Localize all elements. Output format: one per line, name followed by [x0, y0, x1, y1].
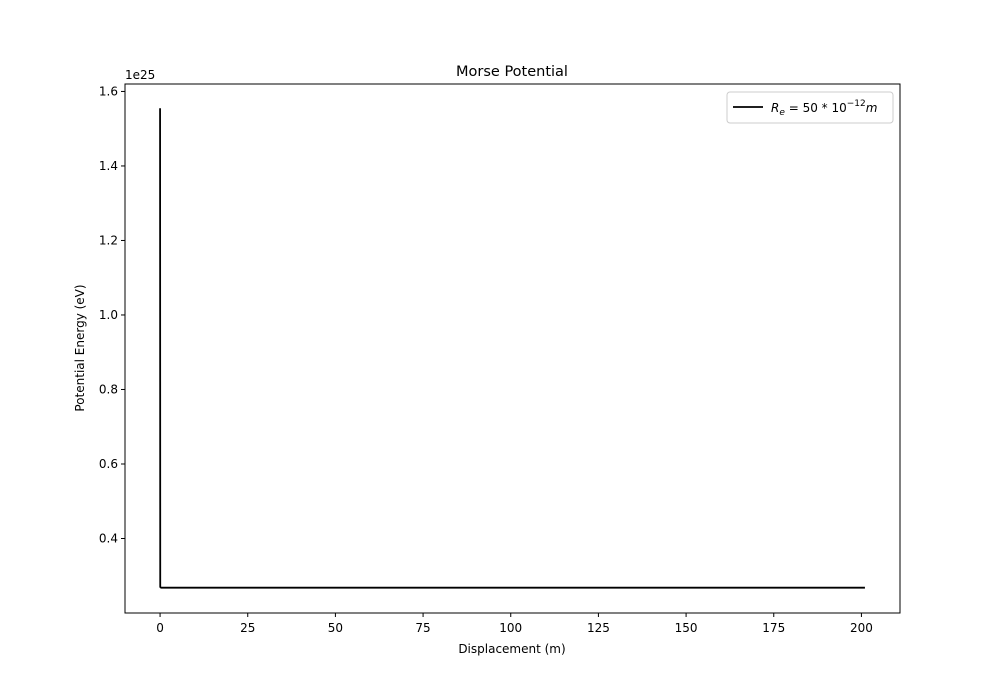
x-axis-label: Displacement (m)	[458, 642, 565, 656]
y-tick-label: 0.8	[99, 382, 118, 396]
x-tick-label: 0	[156, 621, 164, 635]
x-tick-label: 175	[762, 621, 785, 635]
chart-title: Morse Potential	[456, 64, 568, 80]
y-offset-text: 1e25	[125, 68, 155, 82]
y-tick-label: 0.6	[99, 457, 118, 471]
legend: Re = 50 * 10−12m	[726, 91, 894, 124]
x-tick-label: 125	[587, 621, 610, 635]
series-group	[159, 108, 865, 589]
x-tick-label: 75	[415, 621, 430, 635]
x-tick-label: 200	[850, 621, 873, 635]
y-tick-label: 1.4	[99, 159, 118, 173]
plot-frame	[124, 83, 901, 614]
series-line	[159, 108, 865, 589]
y-tick-label: 1.0	[99, 308, 118, 322]
y-tick-label: 0.4	[99, 531, 118, 545]
y-tick-label: 1.2	[99, 233, 118, 247]
plot-area	[124, 83, 901, 614]
y-tick-label: 1.6	[99, 84, 118, 98]
x-axis-ticks: 0 25 50 75 100 125 150 175 200	[156, 613, 873, 635]
legend-entry-label: Re = 50 * 10−12m	[771, 99, 877, 118]
x-tick-label: 25	[240, 621, 255, 635]
legend-box	[726, 91, 894, 124]
x-tick-label: 100	[499, 621, 522, 635]
x-tick-label: 50	[328, 621, 343, 635]
x-tick-label: 150	[675, 621, 698, 635]
y-axis-ticks: 0.4 0.6 0.8 1.0 1.2 1.4 1.6	[99, 84, 125, 545]
y-axis-label: Potential Energy (eV)	[73, 284, 87, 411]
